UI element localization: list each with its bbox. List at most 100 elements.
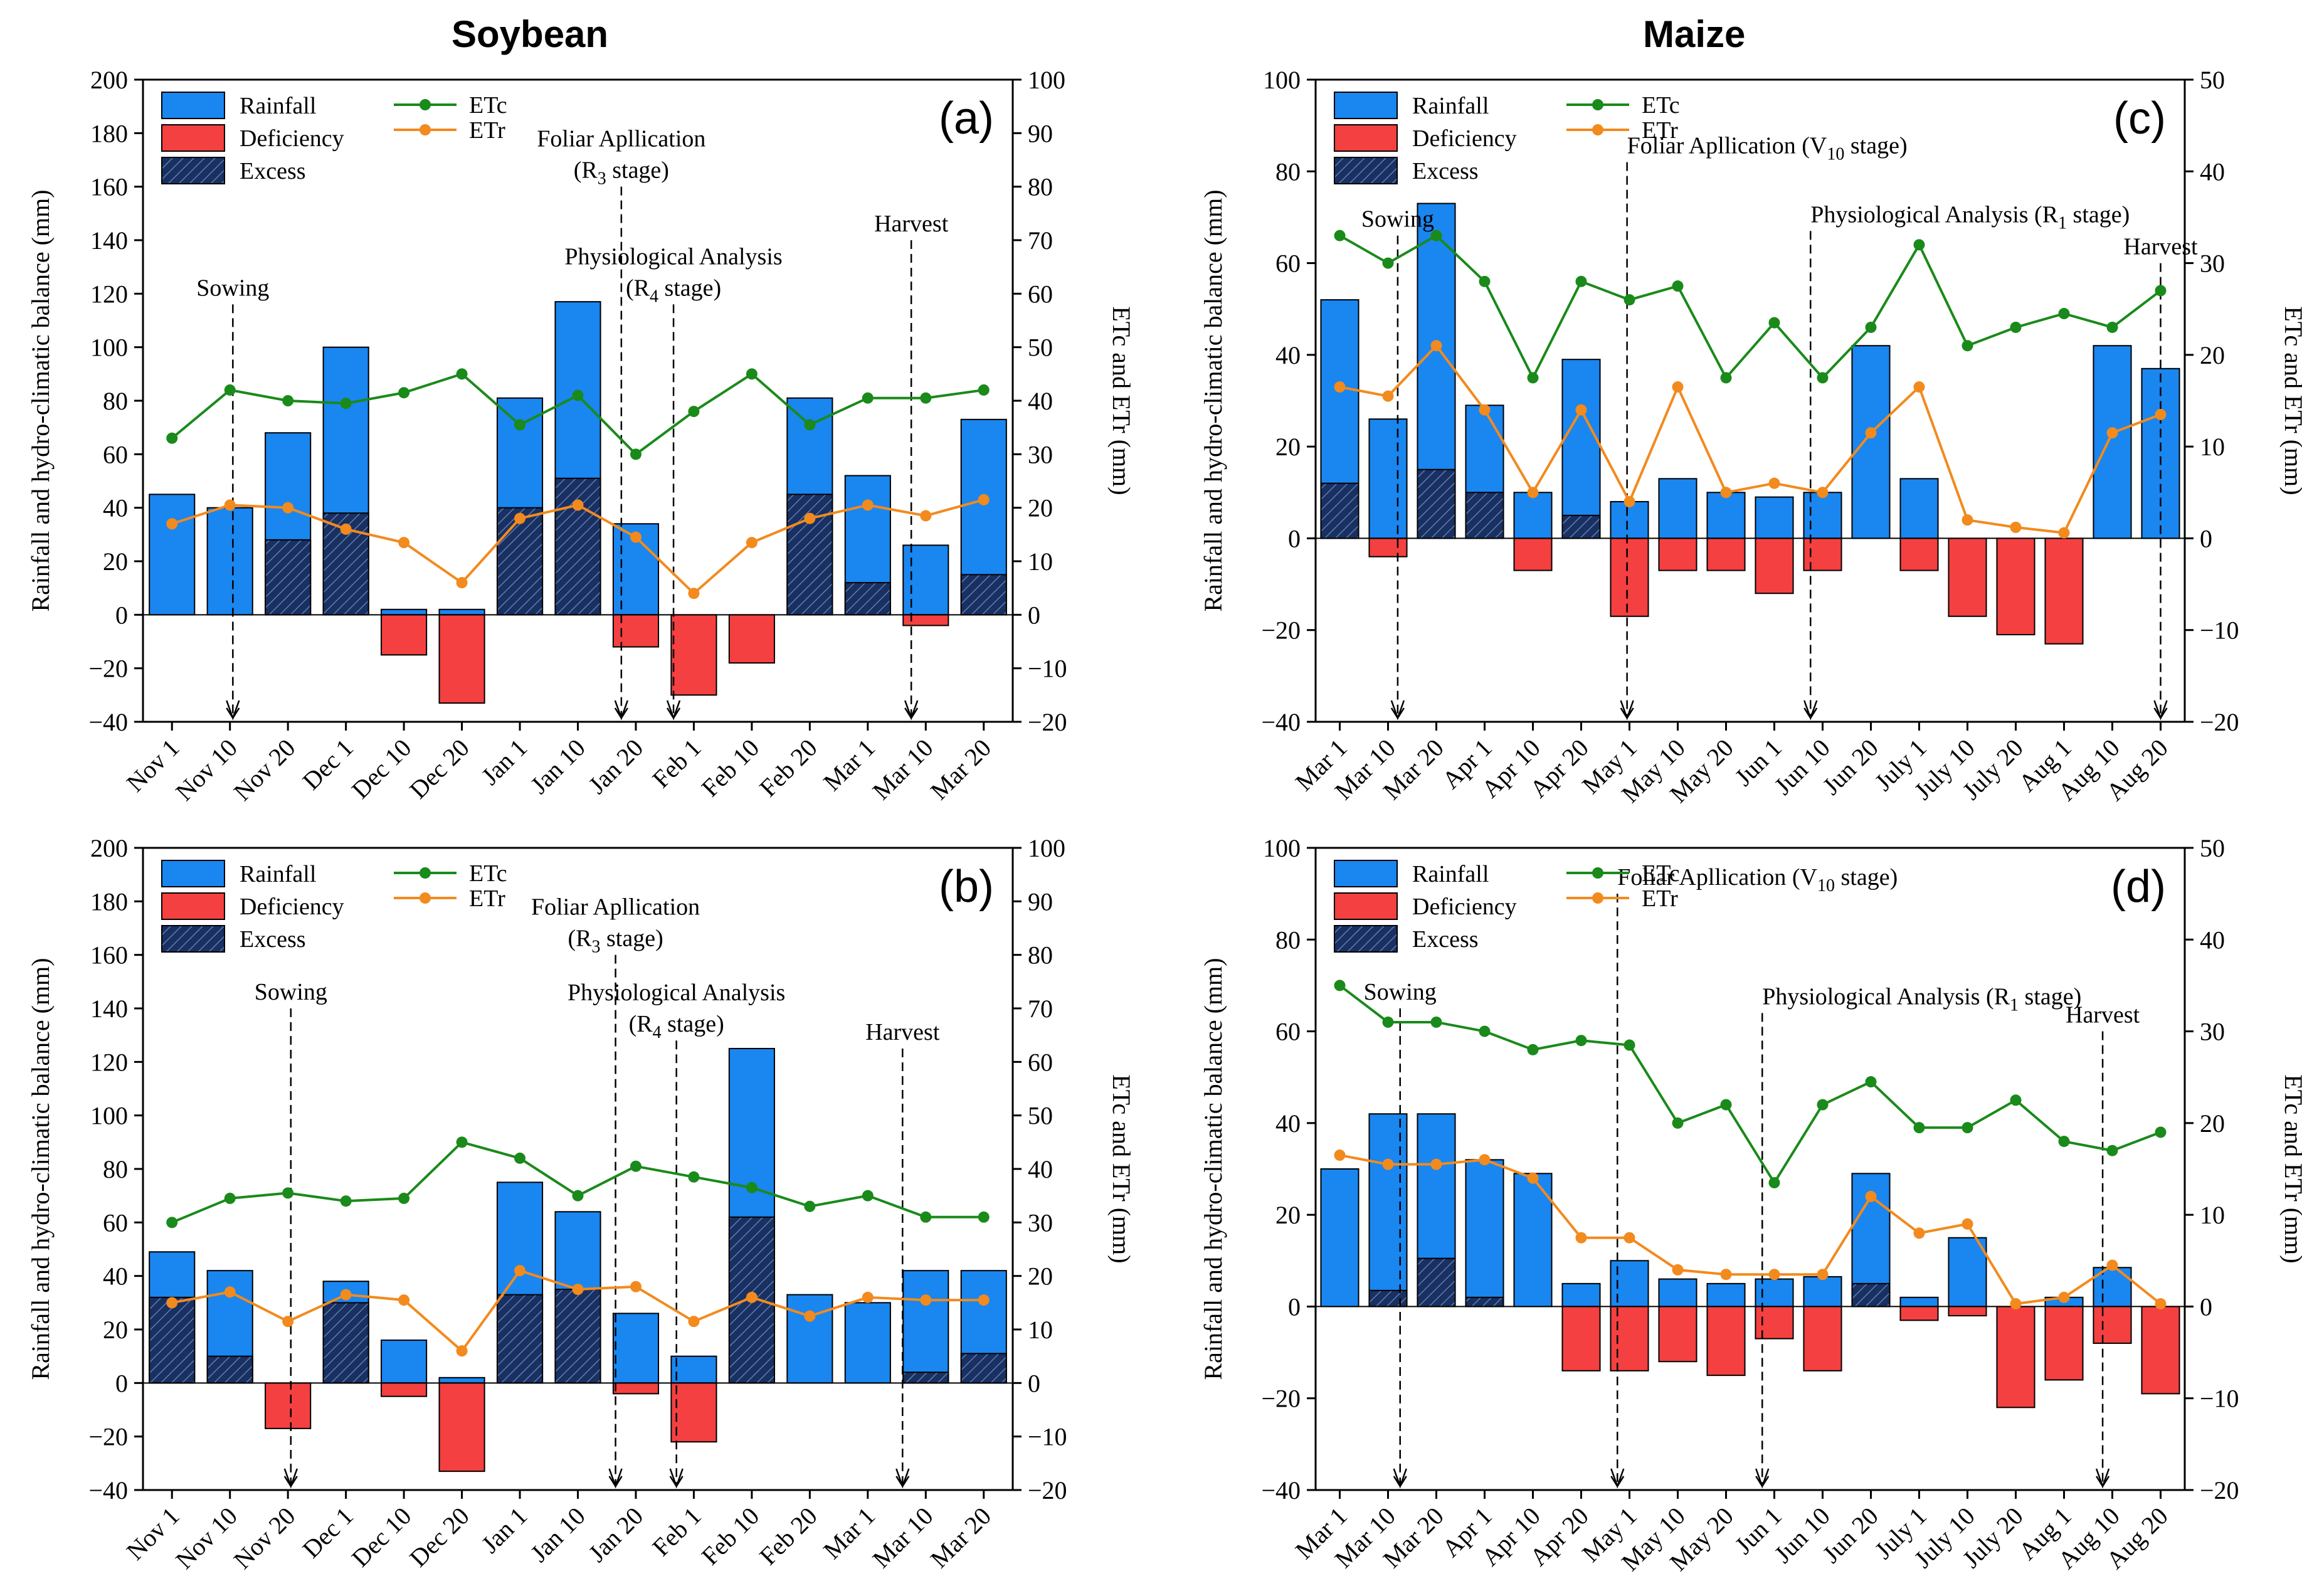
deficiency-bar bbox=[2141, 1306, 2180, 1395]
deficiency-bar bbox=[1755, 1306, 1794, 1340]
legend-swatch-excess bbox=[161, 925, 225, 953]
rainfall-bar bbox=[438, 608, 485, 616]
etc-point bbox=[166, 1217, 178, 1229]
stage-marker-arrowhead bbox=[1393, 1468, 1407, 1489]
legend-label-etc: ETc bbox=[469, 860, 507, 887]
legend-swatch-deficiency bbox=[1334, 124, 1398, 152]
stage-annotation-sub: (R3 stage) bbox=[574, 157, 669, 189]
y2-tick-label: 40 bbox=[2200, 926, 2225, 954]
etr-point bbox=[630, 531, 641, 543]
etr-point bbox=[1768, 477, 1780, 489]
etr-point bbox=[1865, 427, 1877, 439]
deficiency-bar bbox=[1658, 1306, 1697, 1363]
excess-bar bbox=[960, 574, 1007, 616]
deficiency-bar bbox=[1803, 1306, 1842, 1371]
etr-point bbox=[1430, 1158, 1442, 1170]
y2-tick-label: 20 bbox=[2200, 341, 2225, 369]
rainfall-bar bbox=[206, 507, 253, 616]
deficiency-bar bbox=[2044, 537, 2084, 645]
legend-label-deficiency: Deficiency bbox=[240, 894, 344, 920]
panel-label: (b) bbox=[939, 862, 994, 912]
y2-tick-label: 10 bbox=[2200, 1201, 2225, 1229]
etr-line bbox=[1339, 344, 2162, 534]
rainfall-bar bbox=[1610, 1260, 1649, 1308]
etr-point bbox=[2010, 521, 2022, 533]
y2-tick-label: −10 bbox=[2200, 616, 2239, 645]
etr-point bbox=[978, 494, 990, 505]
legend-label-rainfall: Rainfall bbox=[240, 93, 316, 119]
etc-point bbox=[1720, 1099, 1732, 1111]
etc-line bbox=[171, 1141, 984, 1224]
stage-marker-arrowhead bbox=[2095, 1468, 2110, 1489]
legend-label-rainfall: Rainfall bbox=[1412, 861, 1489, 887]
rainfall-bar bbox=[1803, 492, 1842, 539]
x-tick-label: Dec 20 bbox=[404, 734, 475, 805]
etc-point bbox=[224, 384, 236, 396]
y-tick-label: 60 bbox=[1275, 250, 1301, 278]
etr-point bbox=[456, 1345, 468, 1357]
y2-tick-label: 20 bbox=[1028, 494, 1053, 522]
stage-marker-arrowhead bbox=[904, 700, 919, 721]
x-tick-label: Jun 20 bbox=[1817, 1502, 1883, 1568]
panel-0: −40 −20 0 20 40 60 80 100 120 140 160 180 200 −20 −10 0… bbox=[26, 66, 1136, 806]
rainfall-bar bbox=[381, 1340, 428, 1384]
y2-tick-label: 70 bbox=[1028, 226, 1053, 255]
y2-tick-label: −20 bbox=[1028, 708, 1067, 736]
y-axis-title: Rainfall and hydro-climatic balance (mm) bbox=[1199, 958, 1227, 1380]
legend-swatch-excess bbox=[161, 157, 225, 184]
etc-point bbox=[688, 1171, 700, 1183]
y-tick-label: 80 bbox=[103, 387, 128, 415]
rainfall-bar bbox=[844, 1302, 891, 1384]
etr-point bbox=[340, 1289, 352, 1301]
stage-annotation: Foliar Apllication (V10 stage) bbox=[1617, 864, 1898, 896]
etc-point bbox=[1575, 275, 1587, 287]
x-tick-label: Mar 10 bbox=[867, 734, 938, 805]
etc-point bbox=[630, 1160, 641, 1172]
stage-marker-arrowhead bbox=[669, 1468, 684, 1489]
rainfall-bar bbox=[1755, 496, 1794, 539]
etr-point bbox=[688, 588, 700, 600]
stage-annotation: Harvest bbox=[865, 1019, 940, 1045]
deficiency-bar bbox=[902, 614, 949, 626]
y-tick-label: 180 bbox=[90, 887, 128, 916]
etc-point bbox=[1575, 1035, 1587, 1047]
rainfall-bar bbox=[786, 1294, 833, 1384]
stage-annotation: Foliar Apllication bbox=[531, 894, 700, 921]
panel-label: (a) bbox=[939, 93, 994, 144]
legend-label-excess: Excess bbox=[240, 926, 306, 953]
y-tick-label: 20 bbox=[103, 547, 128, 576]
etr-point bbox=[688, 1316, 700, 1328]
legend-label-excess: Excess bbox=[1412, 926, 1479, 953]
etc-point bbox=[2058, 1136, 2070, 1148]
etc-point bbox=[746, 368, 758, 380]
legend-swatch-excess bbox=[1334, 157, 1398, 184]
etc-point bbox=[1720, 372, 1732, 384]
legend-swatch-rainfall bbox=[161, 92, 225, 119]
y-tick-label: 40 bbox=[1275, 341, 1301, 369]
excess-bar bbox=[844, 582, 891, 616]
y2-tick-label: 40 bbox=[1028, 1155, 1053, 1183]
etr-point bbox=[1382, 390, 1394, 402]
etc-point bbox=[1865, 321, 1877, 333]
excess-bar bbox=[902, 1371, 949, 1384]
rainfall-bar bbox=[1513, 1173, 1553, 1308]
etc-point bbox=[1382, 257, 1394, 269]
legend-marker-etr bbox=[420, 892, 431, 904]
y2-tick-label: 10 bbox=[1028, 547, 1053, 576]
y-tick-label: 140 bbox=[90, 226, 128, 255]
etc-point bbox=[1672, 280, 1684, 292]
etc-point bbox=[1961, 340, 1973, 352]
y2-tick-label: 20 bbox=[1028, 1262, 1053, 1291]
excess-bar bbox=[554, 477, 601, 616]
stage-marker-arrowhead bbox=[1755, 1468, 1770, 1489]
y2-tick-label: 0 bbox=[1028, 601, 1040, 629]
deficiency-bar bbox=[728, 614, 775, 664]
rainfall-bar bbox=[1755, 1278, 1794, 1308]
y-tick-label: 40 bbox=[103, 494, 128, 522]
etr-point bbox=[1961, 514, 1973, 526]
y-tick-label: 120 bbox=[90, 280, 128, 308]
x-tick-label: Jan 20 bbox=[583, 1502, 648, 1568]
etr-point bbox=[1334, 1149, 1346, 1161]
stage-annotation: Sowing bbox=[196, 275, 269, 301]
